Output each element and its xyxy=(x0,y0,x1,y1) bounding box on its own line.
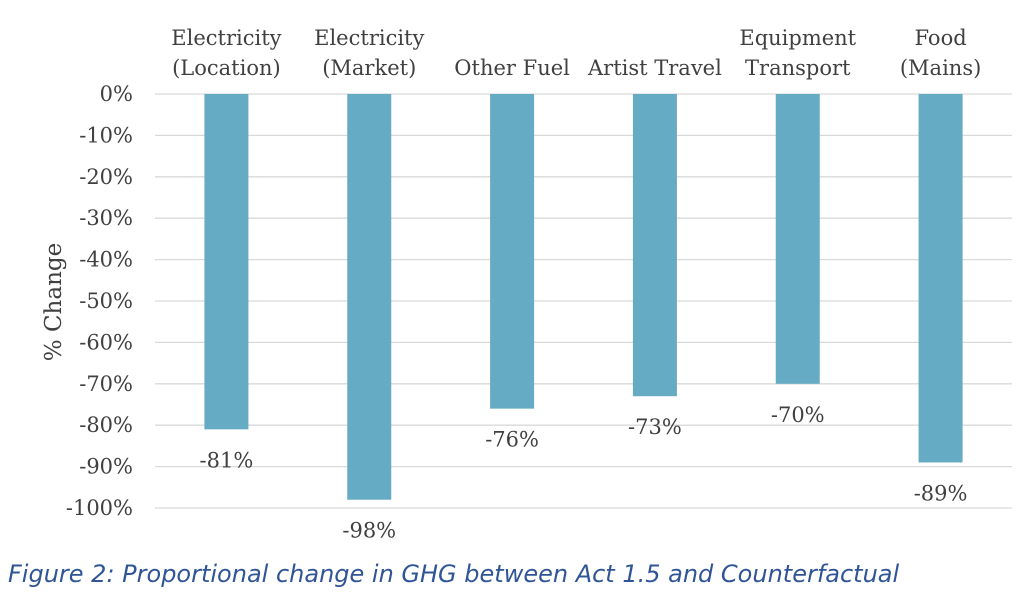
category-labels: Electricity (Location) Electricity (Market)… xyxy=(171,26,981,80)
bar xyxy=(204,94,249,430)
category-label: Artist Travel xyxy=(587,56,722,80)
bars xyxy=(204,94,963,500)
y-axis-ticks: 0% -10% -20% -30% -40% -50% -60% -70% -80% -90% -1… xyxy=(66,82,133,520)
y-tick-label: -80% xyxy=(79,413,133,437)
data-labels: -81% -98% -76% -73% -70% -89% xyxy=(200,403,968,543)
bar xyxy=(632,94,677,397)
y-tick-label: -30% xyxy=(79,206,133,230)
data-label: -98% xyxy=(342,519,396,543)
y-tick-label: -70% xyxy=(79,372,133,396)
data-label: -81% xyxy=(200,448,254,472)
y-tick-label: -100% xyxy=(66,496,133,520)
category-label: Food (Mains) xyxy=(900,26,981,80)
bar xyxy=(775,94,820,384)
bar xyxy=(490,94,535,409)
category-label: Electricity (Market) xyxy=(314,26,424,80)
y-tick-label: -90% xyxy=(79,455,133,479)
y-tick-label: 0% xyxy=(100,82,133,106)
category-label: Electricity (Location) xyxy=(171,26,281,80)
data-label: -73% xyxy=(628,415,682,439)
category-label: Equipment Transport xyxy=(739,26,856,80)
y-axis-title: % Change xyxy=(41,243,67,361)
y-tick-label: -40% xyxy=(79,248,133,272)
gridlines xyxy=(155,93,1012,509)
bar xyxy=(918,94,963,463)
figure-caption: Figure 2: Proportional change in GHG bet… xyxy=(8,560,900,588)
data-label: -70% xyxy=(771,403,825,427)
bar xyxy=(347,94,392,500)
bar-chart: 0% -10% -20% -30% -40% -50% -60% -70% -80% -90% -1… xyxy=(41,26,1012,543)
data-label: -89% xyxy=(914,481,968,505)
y-tick-label: -60% xyxy=(79,330,133,354)
y-tick-label: -20% xyxy=(79,165,133,189)
data-label: -76% xyxy=(485,428,539,452)
y-tick-label: -50% xyxy=(79,289,133,313)
category-label: Other Fuel xyxy=(454,56,570,80)
y-tick-label: -10% xyxy=(79,123,133,147)
